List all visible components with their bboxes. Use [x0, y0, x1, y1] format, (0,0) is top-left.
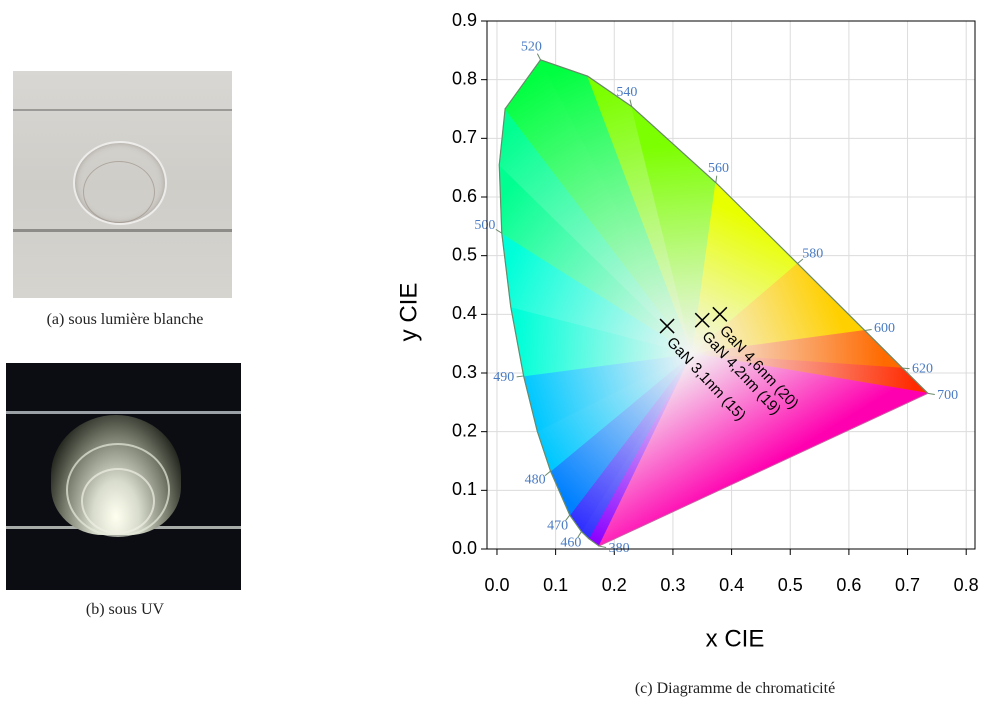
- x-tick-label: 0.0: [484, 575, 509, 595]
- wavelength-label: 600: [874, 321, 895, 336]
- wavelength-label: 520: [521, 40, 542, 55]
- wavelength-tick: [516, 375, 524, 378]
- photo-uv: [6, 363, 241, 590]
- x-tick-label: 0.3: [660, 575, 685, 595]
- wavelength-tick: [495, 228, 503, 234]
- wavelength-label: 620: [912, 361, 933, 376]
- y-tick-label: 0.1: [452, 479, 477, 499]
- y-tick-label: 0.0: [452, 538, 477, 558]
- y-tick-label: 0.8: [452, 68, 477, 88]
- y-tick-label: 0.2: [452, 420, 477, 440]
- y-tick-label: 0.5: [452, 244, 477, 264]
- wavelength-tick: [536, 53, 541, 61]
- y-tick-label: 0.3: [452, 362, 477, 382]
- wavelength-tick: [577, 531, 582, 538]
- wavelength-tick: [544, 470, 551, 477]
- caption: (c) Diagramme de chromaticité: [634, 680, 836, 697]
- data-point: [694, 312, 710, 328]
- caption: (b) sous UV: [85, 601, 165, 618]
- caption: (a) sous lumière blanche: [46, 311, 204, 328]
- y-axis-label: y CIE: [395, 283, 422, 342]
- wavelength-label: 500: [474, 218, 495, 233]
- wavelength-label: 540: [616, 85, 637, 100]
- x-tick-label: 0.1: [543, 575, 568, 595]
- plot-frame: [486, 20, 976, 550]
- y-tick-label: 0.6: [452, 186, 477, 206]
- wavelength-label: 490: [493, 370, 514, 385]
- y-tick-label: 0.4: [452, 303, 477, 323]
- purple-line: [598, 392, 929, 547]
- x-tick-label: 0.8: [954, 575, 979, 595]
- wavelength-tick: [864, 329, 872, 331]
- wavelength-label: 560: [708, 161, 729, 176]
- photo-white-light: [13, 71, 232, 298]
- wavelength-tick: [629, 99, 633, 107]
- wavelength-label: 460: [560, 536, 581, 551]
- wavelength-label: 480: [525, 472, 546, 487]
- wavelength-tick: [797, 258, 804, 264]
- data-point: [659, 318, 675, 334]
- wavelength-tick: [598, 545, 607, 548]
- wavelength-tick: [715, 175, 718, 183]
- x-tick-label: 0.6: [836, 575, 861, 595]
- wavelength-tick: [565, 514, 571, 521]
- x-axis-label: x CIE: [706, 625, 765, 652]
- data-point: [712, 306, 728, 322]
- wavelength-tick: [927, 392, 935, 396]
- wavelength-label: 580: [802, 247, 823, 262]
- x-tick-label: 0.2: [602, 575, 627, 595]
- wavelength-label: 700: [937, 388, 958, 403]
- wavelength-label: 470: [547, 518, 568, 533]
- x-tick-label: 0.7: [895, 575, 920, 595]
- x-tick-label: 0.4: [719, 575, 744, 595]
- y-tick-label: 0.9: [452, 10, 477, 30]
- y-tick-label: 0.7: [452, 127, 477, 147]
- x-tick-label: 0.5: [778, 575, 803, 595]
